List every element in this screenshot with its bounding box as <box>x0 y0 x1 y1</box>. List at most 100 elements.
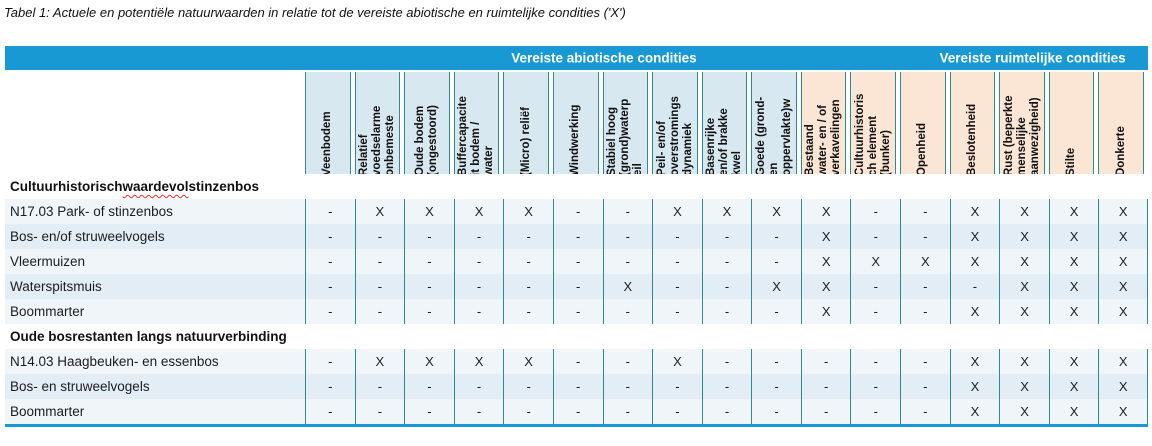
group-title-text: Cultuurhistorisch <box>10 179 123 194</box>
group-title-row: Cultuurhistorisch waardevol stinzenbos <box>5 174 1148 199</box>
value-cell: - <box>602 349 653 374</box>
value-cell: X <box>1048 199 1099 224</box>
row-label: N17.03 Park- of stinzenbos <box>5 199 305 224</box>
value-cell: - <box>900 349 950 374</box>
value-cell: - <box>850 299 901 324</box>
value-cell: X <box>652 199 702 224</box>
value-cell: - <box>305 249 355 274</box>
value-cell: X <box>800 299 851 324</box>
value-cell: - <box>900 299 950 324</box>
value-cell: - <box>850 349 901 374</box>
value-cell: - <box>701 224 752 249</box>
value-cell: - <box>305 299 355 324</box>
value-cell: X <box>949 224 1000 249</box>
value-cell: - <box>602 399 653 424</box>
value-cell: - <box>552 224 603 249</box>
value-cell: X <box>453 349 504 374</box>
value-cell: - <box>503 249 553 274</box>
value-cell: - <box>305 399 355 424</box>
value-cell: X <box>800 224 851 249</box>
value-cell: X <box>1098 374 1148 399</box>
value-cell: - <box>453 399 504 424</box>
value-cell: - <box>453 274 504 299</box>
value-cell: X <box>1048 349 1099 374</box>
column-header-cell: Bestaand water- en / of verkavelingen <box>800 72 847 174</box>
value-cell: X <box>1098 399 1148 424</box>
value-cell: - <box>503 299 553 324</box>
value-cell: - <box>701 274 752 299</box>
column-header-cell: Peil- en/of overstromings dynamiek <box>652 72 698 174</box>
value-cell: - <box>503 274 553 299</box>
value-cell: - <box>552 274 603 299</box>
column-header-cell: Stilte <box>1048 72 1095 174</box>
value-cell: X <box>999 249 1049 274</box>
group-title-row: Oude bosrestanten langs natuurverbinding <box>5 324 1148 349</box>
column-header-label: Openheid <box>916 122 929 174</box>
value-cell: - <box>850 224 901 249</box>
value-cell: - <box>404 299 454 324</box>
column-header-cell: Veenbodem <box>305 72 351 174</box>
column-header-label: Beslotenheid <box>966 103 978 174</box>
value-cell: - <box>404 274 454 299</box>
value-cell: - <box>652 374 702 399</box>
value-cell: - <box>503 374 553 399</box>
column-header-cell: Rust (beperkte menselijke aanwezigheid) <box>999 72 1045 174</box>
value-cell: - <box>602 374 653 399</box>
value-cell: - <box>453 224 504 249</box>
value-cell: - <box>552 399 603 424</box>
value-cell: X <box>949 199 1000 224</box>
value-cell: - <box>751 299 801 324</box>
value-cell: X <box>354 349 405 374</box>
value-cell: - <box>552 349 603 374</box>
value-cell: - <box>701 299 752 324</box>
value-cell: - <box>354 374 405 399</box>
value-cell: - <box>900 399 950 424</box>
value-cell: X <box>652 349 702 374</box>
column-header-label: Rust (beperkte menselijke aanwezigheid) <box>1002 95 1041 174</box>
value-cell: - <box>652 399 702 424</box>
value-cell: X <box>751 274 801 299</box>
column-header-cell: Beslotenheid <box>949 72 996 174</box>
value-cell: X <box>999 349 1049 374</box>
value-cell: - <box>652 249 702 274</box>
value-cell: - <box>751 249 801 274</box>
value-cell: X <box>602 274 653 299</box>
value-cell: X <box>949 349 1000 374</box>
column-header-label: (Micro) reliëf <box>519 106 532 174</box>
column-header-label: Basenrijke en/of brakke kwel <box>705 108 743 174</box>
value-cell: X <box>1098 299 1148 324</box>
value-cell: - <box>552 249 603 274</box>
column-header-cell: Basenrijke en/of brakke kwel <box>701 72 748 174</box>
value-cell: X <box>1098 349 1148 374</box>
value-cell: - <box>305 274 355 299</box>
group-title-misspelled-word: waardevol <box>122 179 189 194</box>
row-label: Bos- en/of struweelvogels <box>5 224 305 249</box>
value-cell: X <box>999 224 1049 249</box>
value-cell: X <box>800 199 851 224</box>
column-header-cell: Windwerking <box>552 72 599 174</box>
column-header-label: Peil- en/of overstromings dynamiek <box>655 96 694 174</box>
spatial-conditions-header: Vereiste ruimtelijke condities <box>939 50 1126 66</box>
column-header-label: Goede (grond- en oppervlakte)w <box>754 96 793 174</box>
group-title-text: Oude bosrestanten langs natuurverbinding <box>10 329 287 344</box>
value-cell: X <box>1048 224 1099 249</box>
group-title-text: stinzenbos <box>188 179 260 194</box>
column-header-cell: Donkerte <box>1098 72 1144 174</box>
value-cell: - <box>305 199 355 224</box>
row-label: N14.03 Haagbeuken- en essenbos <box>5 349 305 374</box>
value-cell: - <box>503 399 553 424</box>
value-cell: X <box>949 299 1000 324</box>
value-cell: - <box>404 249 454 274</box>
value-cell: - <box>751 349 801 374</box>
abiotic-conditions-header: Vereiste abiotische condities <box>511 50 697 66</box>
value-cell: X <box>1098 274 1148 299</box>
column-header-cell: Buffercapacite it bodem / water <box>453 72 500 174</box>
value-cell: - <box>552 299 603 324</box>
value-cell: - <box>751 374 801 399</box>
value-cell: - <box>354 274 405 299</box>
value-cell: - <box>900 199 950 224</box>
row-label: Boommarter <box>5 399 305 424</box>
value-cell: - <box>850 274 901 299</box>
column-header-cell: Oude bodem (ongestoord) <box>404 72 450 174</box>
value-cell: X <box>751 199 801 224</box>
